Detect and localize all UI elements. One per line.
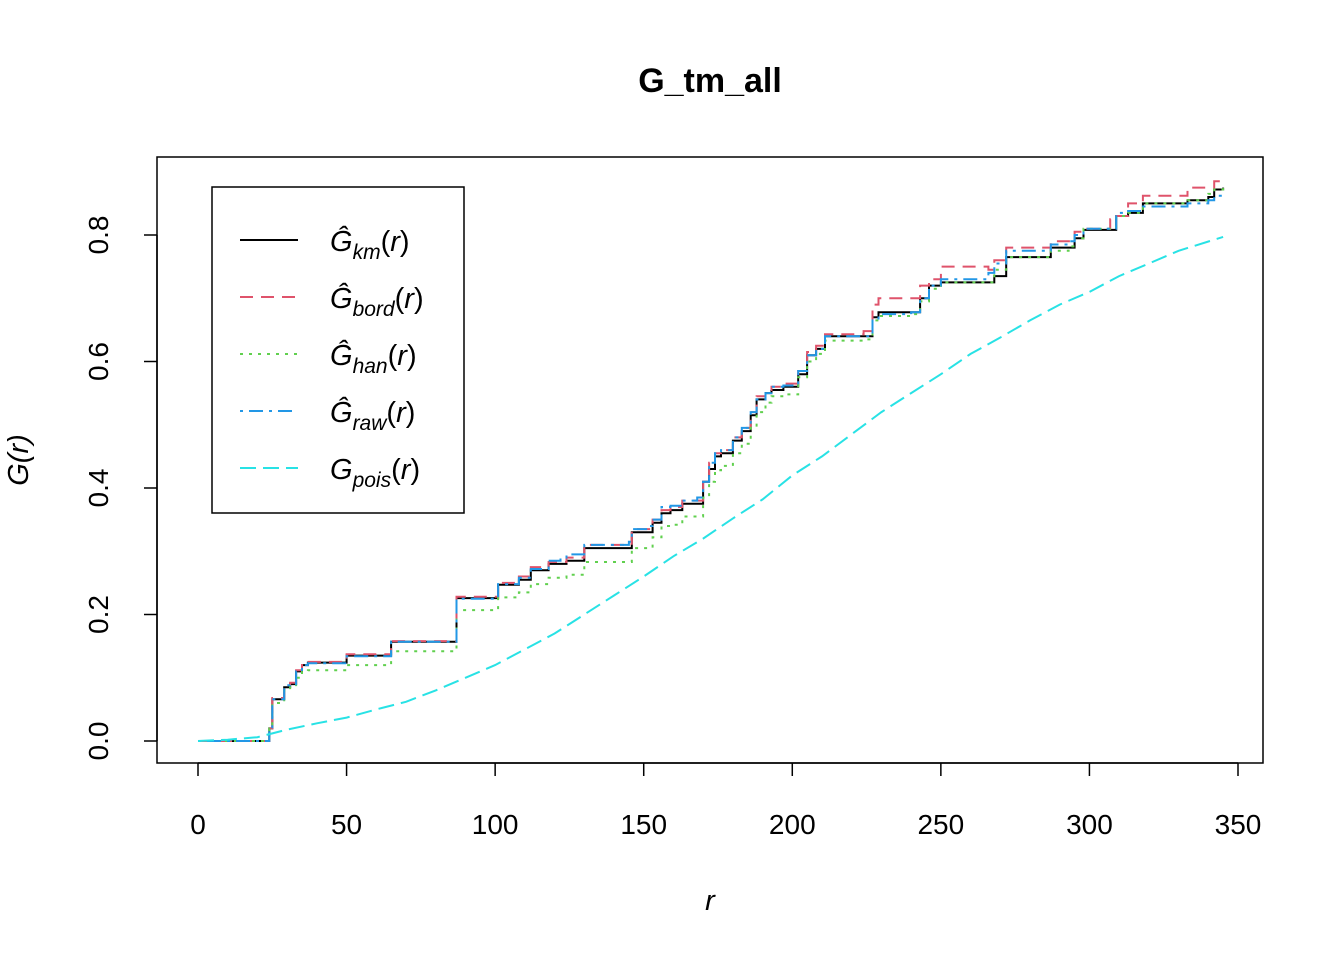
legend-entry-bord: Ĝbord(r) [330,281,424,321]
x-tick-label: 0 [190,809,206,840]
x-tick-label: 300 [1066,809,1113,840]
y-tick-label: 0.2 [83,595,114,634]
series-line-pois [197,235,1224,742]
y-tick-label: 0.4 [83,469,114,508]
legend-box [211,186,465,514]
x-tick-label: 350 [1215,809,1262,840]
x-tick-label: 100 [472,809,519,840]
legend-entry-km: Ĝkm(r) [330,224,410,264]
chart-title: G_tm_all [638,62,782,100]
legend-entry-han: Ĝhan(r) [330,338,417,378]
series-line-raw [198,193,1225,742]
x-axis: 0 50 100 150 200 250 300 350 [190,762,1262,840]
legend-entry-pois: Gpois(r) [330,454,420,492]
x-axis-label: r [705,885,716,917]
legend: Ĝkm(r) Ĝbord(r) Ĝhan(r) Ĝraw(r) Gpois(r) [211,186,465,514]
y-tick-label: 0.0 [83,722,114,761]
series-layer [197,178,1225,742]
x-tick-label: 150 [620,809,667,840]
y-tick-label: 0.8 [83,216,114,255]
legend-entry-raw: Ĝraw(r) [330,395,415,435]
series-line-bord [198,178,1225,742]
y-tick-label: 0.6 [83,342,114,381]
y-axis-label: G(r) [3,434,35,486]
x-tick-label: 50 [331,809,362,840]
y-axis: 0.0 0.2 0.4 0.6 0.8 [83,216,158,761]
x-tick-label: 200 [769,809,816,840]
x-tick-label: 250 [917,809,964,840]
